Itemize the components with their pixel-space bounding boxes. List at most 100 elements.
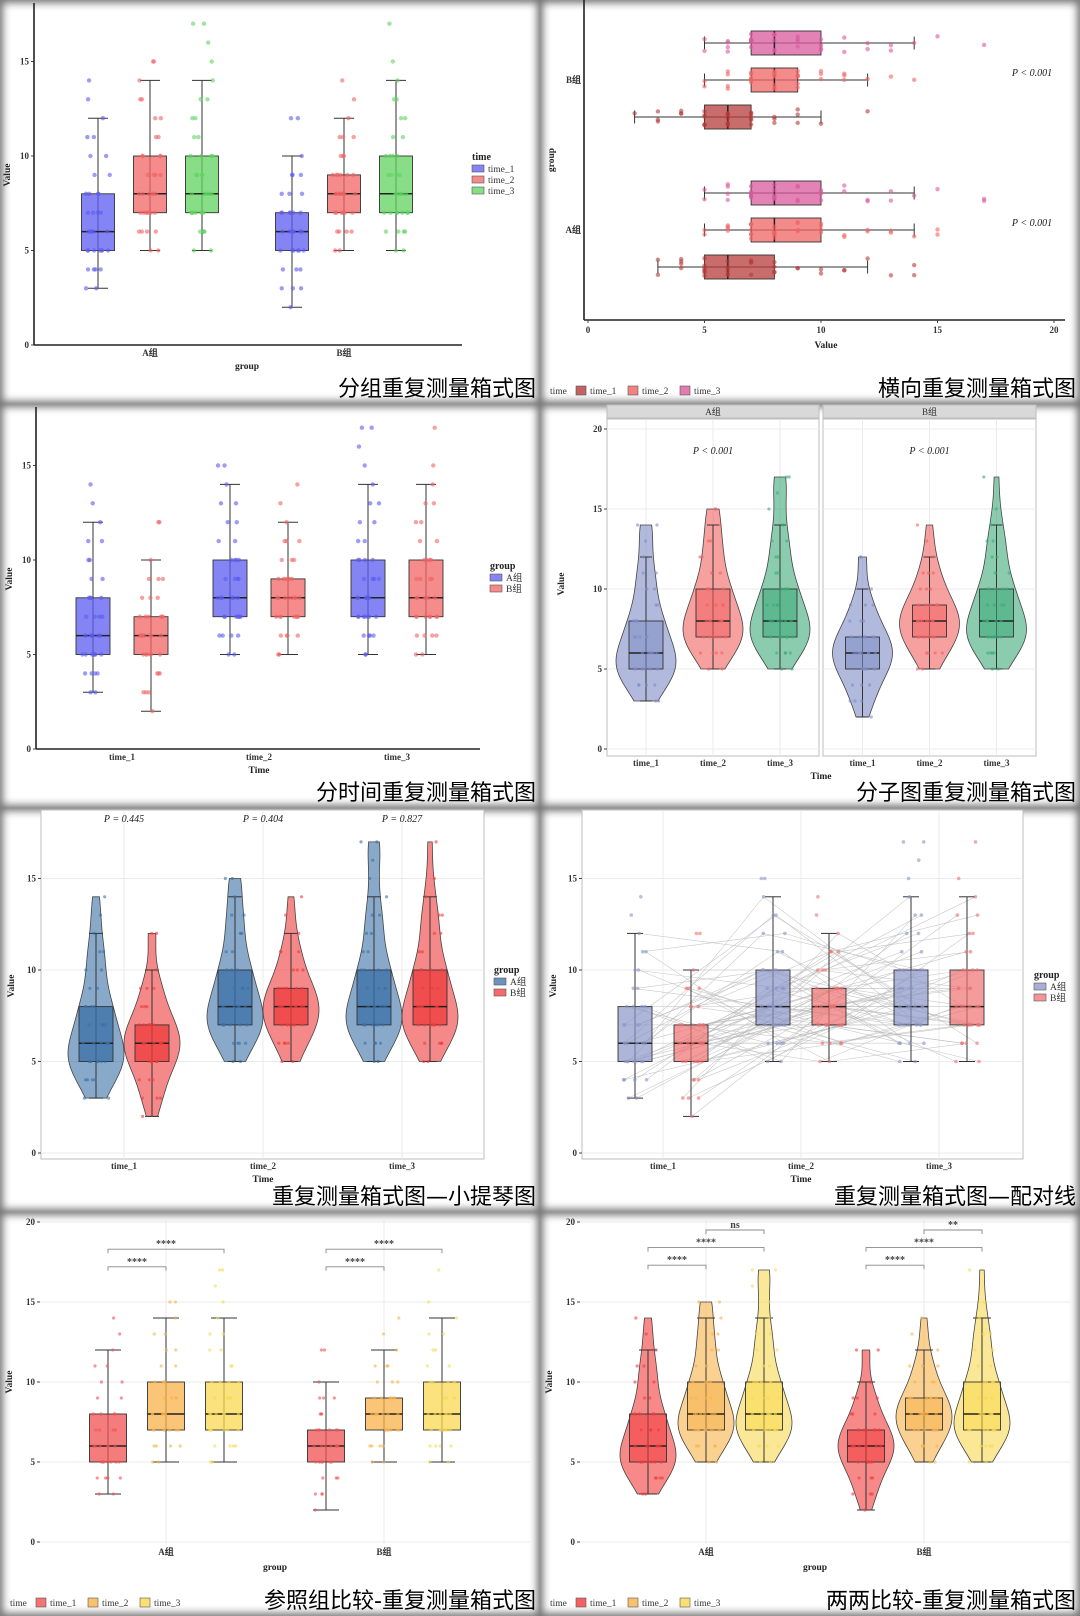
data-point xyxy=(851,1396,855,1400)
data-point xyxy=(708,1380,713,1384)
data-point xyxy=(371,858,375,862)
data-point xyxy=(990,1380,995,1384)
data-point xyxy=(151,59,157,64)
data-point xyxy=(635,1364,639,1368)
data-point xyxy=(710,1348,714,1352)
chart-reference-comparison: 0 5 10 15 20 A组 B组 **** **** **** **** group Value ti… xyxy=(5,1217,530,1609)
data-point xyxy=(441,1332,446,1336)
data-point xyxy=(400,210,405,215)
data-point xyxy=(355,538,361,544)
data-point xyxy=(382,210,387,215)
data-point xyxy=(694,1364,698,1368)
data-point xyxy=(642,1396,647,1400)
data-point xyxy=(982,619,986,623)
data-point xyxy=(383,1428,388,1432)
data-point xyxy=(918,1023,923,1027)
data-point xyxy=(763,1023,767,1027)
y-tick-label: 15 xyxy=(566,1297,576,1307)
data-point xyxy=(299,191,305,196)
data-point xyxy=(712,635,716,639)
data-point xyxy=(425,1364,429,1368)
data-point xyxy=(218,501,224,506)
panel-facet-violin: 0 5 10 15 20 time_1 time_2 time_3 A组 P < 0.001 tim… xyxy=(540,404,1080,808)
data-point xyxy=(163,1412,168,1416)
data-point xyxy=(842,183,847,188)
data-point xyxy=(888,198,894,203)
data-point xyxy=(96,633,101,638)
data-point xyxy=(237,614,242,619)
data-point xyxy=(97,614,102,619)
data-point xyxy=(199,210,205,215)
data-point xyxy=(912,77,917,83)
data-point xyxy=(783,1023,787,1027)
data-point xyxy=(163,1380,167,1384)
data-point xyxy=(765,1059,770,1064)
data-point xyxy=(416,1005,420,1009)
data-point xyxy=(222,1428,226,1432)
data-point xyxy=(155,671,160,676)
box-iqr xyxy=(704,254,775,280)
data-point xyxy=(319,1348,324,1352)
data-point xyxy=(691,968,696,972)
data-point xyxy=(150,709,155,714)
data-point xyxy=(637,931,641,936)
data-point xyxy=(716,1348,720,1352)
data-point xyxy=(761,1364,765,1368)
data-point xyxy=(280,986,284,990)
data-point xyxy=(829,1004,833,1009)
data-point xyxy=(874,1444,879,1448)
data-point xyxy=(649,1460,653,1464)
data-point xyxy=(378,1005,382,1009)
data-point xyxy=(700,1059,704,1064)
data-point xyxy=(375,1412,379,1416)
data-point xyxy=(85,97,91,102)
data-point xyxy=(137,1078,142,1082)
data-point xyxy=(337,248,342,253)
data-point xyxy=(933,651,937,655)
data-point xyxy=(872,667,876,671)
y-tick-label: 5 xyxy=(25,246,30,256)
data-point xyxy=(916,931,921,936)
data-point xyxy=(791,635,795,639)
data-point xyxy=(778,635,782,639)
data-point xyxy=(423,501,428,506)
x-tick-label: B组 xyxy=(916,1546,931,1557)
x-axis-title: Time xyxy=(253,1175,274,1185)
data-point xyxy=(795,44,800,49)
data-point xyxy=(879,1444,883,1448)
data-point xyxy=(369,425,374,430)
data-point xyxy=(419,520,424,525)
data-point xyxy=(776,555,780,559)
facet-strip-label: B组 xyxy=(922,406,937,417)
data-point xyxy=(859,619,863,623)
data-point xyxy=(695,1412,699,1416)
data-point xyxy=(819,1004,823,1009)
legend-swatch xyxy=(139,1597,151,1608)
legend-swatch xyxy=(489,584,503,593)
data-point xyxy=(229,557,234,563)
data-point xyxy=(223,576,228,582)
data-point xyxy=(772,224,777,229)
data-point xyxy=(234,1444,238,1448)
data-point xyxy=(713,1412,717,1416)
data-point xyxy=(323,1444,328,1448)
data-point xyxy=(776,619,781,623)
data-point xyxy=(755,1380,759,1384)
data-point xyxy=(142,1005,147,1009)
data-point xyxy=(842,73,847,78)
legend-label: A组 xyxy=(506,572,523,584)
data-point xyxy=(138,210,143,215)
data-point xyxy=(837,1023,841,1027)
data-point xyxy=(934,1396,938,1400)
y-tick-label: B组 xyxy=(566,74,581,85)
data-point xyxy=(434,1005,438,1009)
x-tick-label: time_1 xyxy=(111,1161,137,1171)
data-point xyxy=(356,614,361,619)
data-point xyxy=(775,651,779,655)
data-point xyxy=(640,1004,644,1009)
data-point xyxy=(288,305,293,310)
data-point xyxy=(86,595,92,600)
data-point xyxy=(243,1005,247,1009)
data-point xyxy=(723,635,727,639)
y-tick-label: 15 xyxy=(568,874,578,884)
